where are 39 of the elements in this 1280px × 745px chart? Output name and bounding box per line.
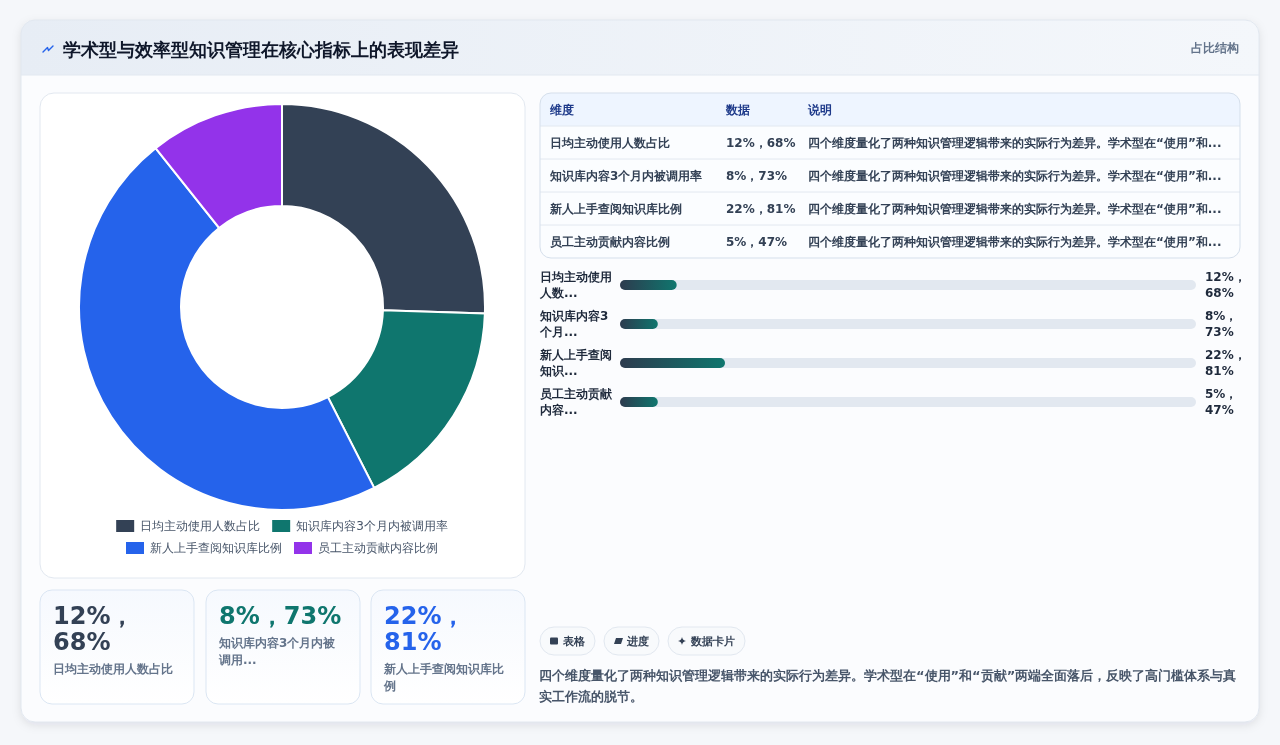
text: 数据卡片 <box>690 635 735 648</box>
legend-label: 知识库内容3个月内被调用率 <box>296 519 448 533</box>
text: 维度 <box>549 103 574 117</box>
text: 学术型与效率型知识管理在核心指标上的表现差异 <box>63 39 459 60</box>
text: 22%，81% <box>1205 348 1246 378</box>
text: 数据 <box>725 103 750 117</box>
text: 占比结构 <box>1191 41 1239 55</box>
text: 5%，47% <box>1205 387 1238 417</box>
text: 8%，73% <box>1205 309 1238 339</box>
text: 知识库内容3个月内被调用... <box>218 636 337 667</box>
text: 四个维度量化了两种知识管理逻辑带来的实际行为差异。学术型在“使用”和... <box>808 235 1222 249</box>
text: 四个维度量化了两种知识管理逻辑带来的实际行为差异。学术型在“使用”和... <box>808 136 1222 150</box>
text: 22%，81% <box>726 202 796 216</box>
text: 12%，68% <box>726 136 796 150</box>
text: 12%，68% <box>53 602 135 656</box>
text: 8%，73% <box>726 169 788 183</box>
text: 说明 <box>807 103 832 117</box>
y-tick-label: 知识库内容3个月... <box>539 309 609 339</box>
y-tick-label: 日均主动使用人数... <box>539 270 612 300</box>
text: 四个维度量化了两种知识管理逻辑带来的实际行为差异。学术型在“使用”和“贡献”两端全面落后，反映了高门槛体系与真实工作流的脱节。 <box>539 668 1237 704</box>
legend-label: 新人上手查阅知识库比例 <box>150 541 282 555</box>
text: 12%，68% <box>1205 270 1246 300</box>
text: 22%，81% <box>384 602 466 656</box>
y-tick-label: 新人上手查阅知识... <box>539 348 612 378</box>
text: 新人上手查阅知识库比例 <box>549 202 682 216</box>
text: 5%，47% <box>726 235 788 249</box>
text: 知识库内容3个月内被调用率 <box>549 169 703 183</box>
text: 进度 <box>626 635 649 648</box>
text: 员工主动贡献内容比例 <box>550 235 670 249</box>
legend-label: 日均主动使用人数占比 <box>140 519 261 533</box>
legend-label: 员工主动贡献内容比例 <box>318 541 438 555</box>
text: 四个维度量化了两种知识管理逻辑带来的实际行为差异。学术型在“使用”和... <box>808 169 1222 183</box>
text: 日均主动使用人数占比 <box>53 662 173 676</box>
text: 日均主动使用人数占比 <box>550 136 670 150</box>
text: 8%，73% <box>219 602 342 630</box>
text: 表格 <box>562 635 586 648</box>
y-tick-label: 员工主动贡献内容... <box>540 387 613 417</box>
text: 四个维度量化了两种知识管理逻辑带来的实际行为差异。学术型在“使用”和... <box>808 202 1222 216</box>
text: 新人上手查阅知识库比例 <box>383 662 504 693</box>
